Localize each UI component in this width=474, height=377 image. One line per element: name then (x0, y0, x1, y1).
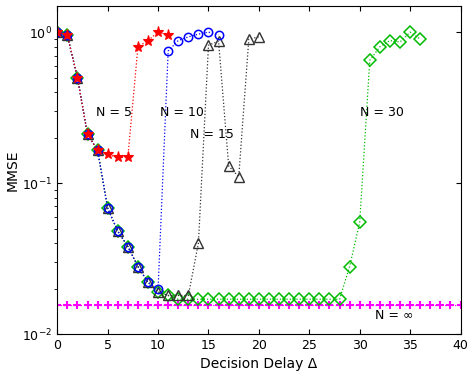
Y-axis label: MMSE: MMSE (6, 149, 19, 190)
Text: N = 30: N = 30 (360, 106, 403, 119)
Text: N = ∞: N = ∞ (375, 310, 413, 322)
X-axis label: Decision Delay Δ: Decision Delay Δ (201, 357, 318, 371)
Text: N = 15: N = 15 (191, 128, 234, 141)
Text: N = 5: N = 5 (96, 106, 132, 119)
Text: N = 10: N = 10 (160, 106, 204, 119)
